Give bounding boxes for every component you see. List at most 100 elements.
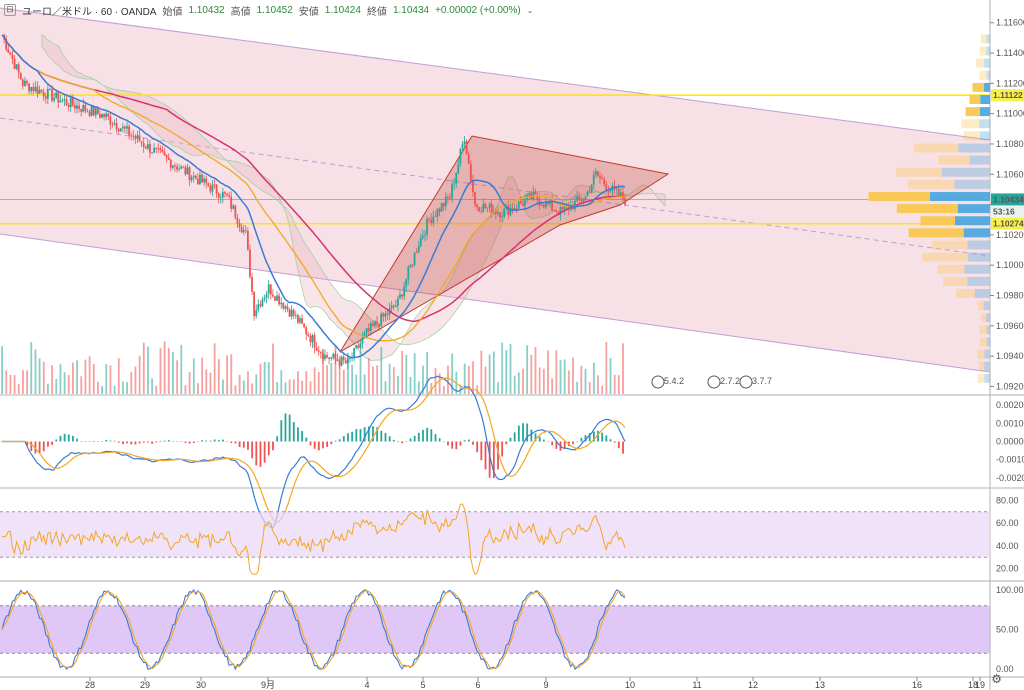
volume-bar xyxy=(138,355,141,394)
macd-histogram-bar xyxy=(476,441,479,453)
volume-bar xyxy=(288,379,291,394)
candle-body xyxy=(490,203,493,215)
volume-bar xyxy=(480,350,483,394)
stoch-tick-label: 100.00 xyxy=(996,585,1024,595)
candle-body xyxy=(424,234,426,236)
volume-profile-bar xyxy=(956,288,975,298)
macd-histogram-bar xyxy=(267,441,270,456)
candle-body xyxy=(207,183,210,187)
candle-body xyxy=(542,205,545,208)
macd-histogram-bar xyxy=(197,441,199,442)
candle-body xyxy=(294,315,297,316)
candle-body xyxy=(115,123,118,130)
macd-histogram-bar xyxy=(517,425,520,442)
candle-body xyxy=(61,100,64,101)
candle-body xyxy=(134,136,137,139)
candle-body xyxy=(121,126,124,129)
macd-histogram-bar xyxy=(134,441,137,445)
macd-histogram-bar xyxy=(80,441,83,442)
macd-histogram-bar xyxy=(130,441,133,445)
candle-body xyxy=(205,178,208,184)
candle-body xyxy=(515,207,518,209)
time-tick-label: 18 xyxy=(968,680,978,690)
macd-histogram-bar xyxy=(247,441,249,450)
volume-bar xyxy=(347,352,349,394)
candle-body xyxy=(528,193,531,196)
candle-body xyxy=(299,318,301,323)
candle-body xyxy=(590,184,593,193)
volume-profile-bar xyxy=(980,313,987,323)
candle-body xyxy=(480,211,483,213)
candle-body xyxy=(378,324,381,327)
candle-body xyxy=(436,208,439,217)
volume-bar xyxy=(351,365,354,394)
macd-histogram-bar xyxy=(92,440,95,442)
volume-bar xyxy=(284,382,287,394)
macd-histogram-bar xyxy=(384,433,387,442)
candle-body xyxy=(369,323,372,331)
chevron-down-icon[interactable]: ⌄ xyxy=(526,5,534,15)
macd-histogram-bar xyxy=(97,441,99,442)
volume-bar xyxy=(13,375,16,394)
volume-profile-bar xyxy=(931,240,968,250)
candle-body xyxy=(290,309,293,317)
candle-body xyxy=(174,165,176,167)
volume-bar xyxy=(417,381,420,394)
candle-body xyxy=(5,38,8,50)
candle-body xyxy=(311,335,314,343)
symbol-label[interactable]: ユーロ／米ドル · 60 · OANDA xyxy=(22,6,157,18)
macd-histogram-bar xyxy=(309,441,312,446)
macd-histogram-bar xyxy=(363,427,366,442)
candle-body xyxy=(357,345,360,348)
candle-body xyxy=(238,223,241,228)
candle-body xyxy=(534,191,537,195)
candle-body xyxy=(59,100,62,103)
candle-body xyxy=(101,113,103,118)
macd-histogram-bar xyxy=(142,441,145,443)
macd-histogram-bar xyxy=(347,433,349,442)
volume-bar xyxy=(342,369,345,394)
candle-body xyxy=(544,201,547,208)
macd-histogram-bar xyxy=(84,441,87,442)
volume-bar xyxy=(551,378,554,394)
macd-histogram-bar xyxy=(167,440,170,442)
volume-bar xyxy=(617,375,620,394)
macd-histogram-bar xyxy=(101,441,104,442)
macd-histogram-bar xyxy=(430,429,433,442)
candle-body xyxy=(555,210,558,212)
volume-bar xyxy=(376,365,379,394)
macd-histogram-bar xyxy=(426,427,429,442)
open-value: 1.10432 xyxy=(188,4,225,16)
time-tick-label: 5 xyxy=(420,680,425,690)
macd-histogram-bar xyxy=(263,441,266,463)
macd-histogram-bar xyxy=(117,441,120,443)
collapse-icon[interactable]: ⊟ xyxy=(4,4,16,16)
volume-bar xyxy=(380,347,383,394)
stoch-band xyxy=(0,605,990,654)
macd-histogram-bar xyxy=(67,434,70,442)
volume-bar xyxy=(159,348,162,394)
candle-body xyxy=(494,210,497,214)
macd-histogram-bar xyxy=(184,441,187,443)
candle-body xyxy=(224,191,226,194)
candle-body xyxy=(94,108,97,116)
candle-body xyxy=(376,321,378,325)
gear-icon[interactable]: ⚙ xyxy=(991,672,1002,686)
volume-profile-bar xyxy=(986,325,990,335)
macd-histogram-bar xyxy=(401,441,404,444)
macd-histogram-bar xyxy=(417,432,420,442)
candle-body xyxy=(157,148,160,149)
triangle-pattern xyxy=(339,135,670,353)
macd-histogram-bar xyxy=(547,441,549,442)
macd-histogram-bar xyxy=(222,439,224,442)
volume-bar xyxy=(80,376,83,394)
volume-profile-bar xyxy=(908,228,964,238)
volume-bar xyxy=(522,368,524,394)
volume-bar xyxy=(563,359,566,394)
macd-histogram-bar xyxy=(38,441,41,453)
time-tick-label: 13 xyxy=(815,680,825,690)
